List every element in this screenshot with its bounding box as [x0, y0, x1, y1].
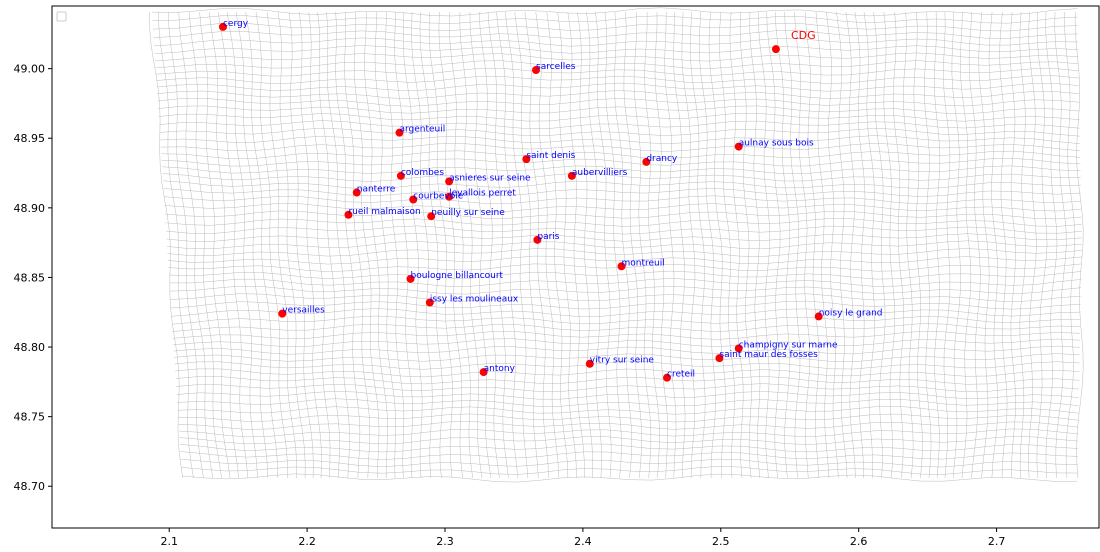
city-label: neuilly sur seine: [431, 208, 505, 218]
city-label: cergy: [223, 19, 249, 29]
y-axis: 48.70 48.75 48.80 48.85 48.90 48.95 49.00: [14, 63, 52, 493]
city-label: colombes: [401, 168, 444, 178]
city-label: drancy: [646, 154, 678, 164]
city-label: CDG: [791, 29, 816, 42]
city-point: [642, 157, 651, 166]
y-tick-label: 48.80: [14, 341, 46, 354]
axes-border: [51, 5, 1100, 529]
city-label: courbevoie: [413, 191, 463, 201]
city-label: creteil: [667, 370, 695, 380]
legend-box: [56, 11, 67, 22]
city-label: asnieres sur seine: [449, 173, 531, 183]
city-point: [734, 142, 743, 151]
city-label: aulnay sous bois: [739, 139, 814, 149]
x-tick-label: 2.1: [160, 535, 178, 548]
city-point: [663, 373, 672, 382]
city-points: [218, 22, 823, 382]
city-label: saint maur des fosses: [719, 350, 818, 360]
city-label: montreuil: [622, 258, 665, 268]
y-tick-label: 48.90: [14, 202, 46, 215]
y-tick-label: 48.70: [14, 480, 46, 493]
city-point: [567, 171, 576, 180]
city-point: [532, 66, 541, 75]
mesh-lines: [149, 7, 1084, 483]
city-label: paris: [537, 232, 559, 242]
city-label: vitry sur seine: [590, 356, 655, 366]
city-point: [396, 171, 405, 180]
city-label: levallois perret: [449, 189, 516, 199]
city-point: [425, 298, 434, 307]
city-point: [409, 195, 418, 204]
x-tick-label: 2.2: [298, 535, 316, 548]
city-label: boulogne billancourt: [411, 271, 504, 281]
y-tick-label: 49.00: [14, 63, 46, 76]
city-point: [617, 262, 626, 271]
city-point: [278, 309, 287, 318]
city-point: [734, 344, 743, 353]
city-point: [406, 274, 415, 283]
city-point: [445, 192, 454, 201]
x-tick-label: 2.3: [436, 535, 454, 548]
city-point: [814, 312, 823, 321]
city-label: sarcelles: [536, 62, 576, 72]
city-label: nanterre: [357, 185, 396, 195]
city-point: [395, 128, 404, 137]
city-point: [344, 210, 353, 219]
city-point: [715, 354, 724, 363]
city-point: [522, 155, 531, 164]
axes-frame: [51, 5, 1100, 529]
city-point: [427, 212, 436, 221]
y-tick-label: 48.85: [14, 271, 46, 284]
x-tick-label: 2.5: [712, 535, 730, 548]
y-tick-label: 48.95: [14, 132, 46, 145]
city-label: champigny sur marne: [739, 340, 838, 350]
city-labels: cergy CDG sarcelles argenteuil aulnay sous b…: [223, 19, 883, 380]
city-label: antony: [484, 364, 516, 374]
plot-area: [52, 6, 1100, 528]
city-label: issy les moulineaux: [430, 294, 519, 304]
city-point: [479, 368, 488, 377]
warped-grid-mesh: [149, 7, 1084, 483]
city-label: saint denis: [526, 151, 575, 161]
city-label: noisy le grand: [819, 308, 883, 318]
y-tick-label: 48.75: [14, 411, 46, 424]
city-point: [218, 22, 227, 31]
city-label: rueil malmaison: [348, 207, 420, 217]
city-point: [585, 359, 594, 368]
x-tick-label: 2.4: [574, 535, 592, 548]
city-point: [533, 235, 542, 244]
city-label: argenteuil: [399, 125, 445, 135]
city-label: aubervilliers: [572, 168, 628, 178]
city-label: versailles: [282, 306, 325, 316]
city-point: [771, 45, 780, 54]
city-point: [445, 177, 454, 186]
x-tick-label: 2.7: [988, 535, 1006, 548]
x-axis: 2.1 2.2 2.3 2.4 2.5 2.6 2.7: [160, 528, 1005, 548]
x-tick-label: 2.6: [850, 535, 868, 548]
city-point: [352, 188, 361, 197]
